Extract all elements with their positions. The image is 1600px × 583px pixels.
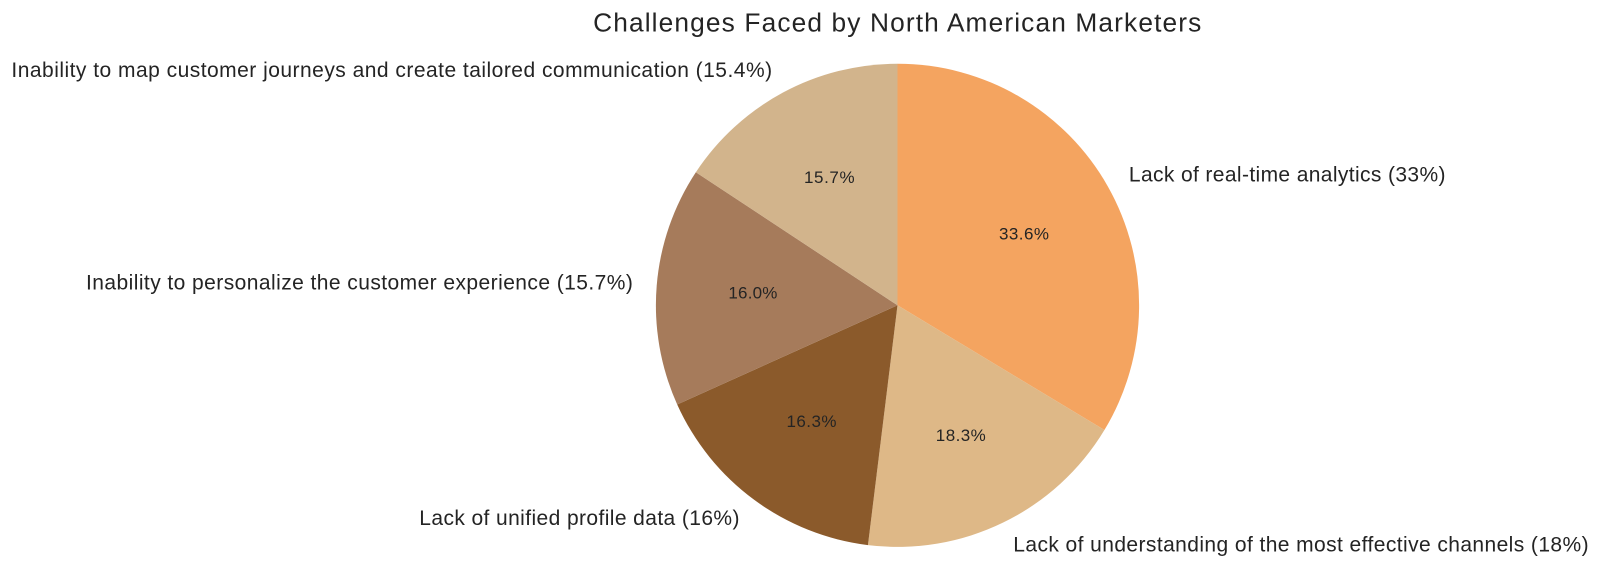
svg-text:Lack of real-time analytics (3: Lack of real-time analytics (33%) xyxy=(1129,163,1446,186)
svg-text:33.6%: 33.6% xyxy=(999,225,1049,244)
svg-text:Inability to personalize the c: Inability to personalize the customer ex… xyxy=(86,271,633,294)
svg-text:Lack of understanding of the m: Lack of understanding of the most effect… xyxy=(1013,533,1588,556)
svg-text:Inability to map customer jour: Inability to map customer journeys and c… xyxy=(11,59,772,82)
svg-text:18.3%: 18.3% xyxy=(936,426,986,445)
svg-text:16.3%: 16.3% xyxy=(787,412,837,431)
svg-text:Challenges Faced by North Amer: Challenges Faced by North American Marke… xyxy=(593,8,1201,38)
svg-text:15.7%: 15.7% xyxy=(804,168,855,187)
svg-text:Lack of unified profile data (: Lack of unified profile data (16%) xyxy=(419,507,739,530)
svg-text:16.0%: 16.0% xyxy=(728,284,777,303)
